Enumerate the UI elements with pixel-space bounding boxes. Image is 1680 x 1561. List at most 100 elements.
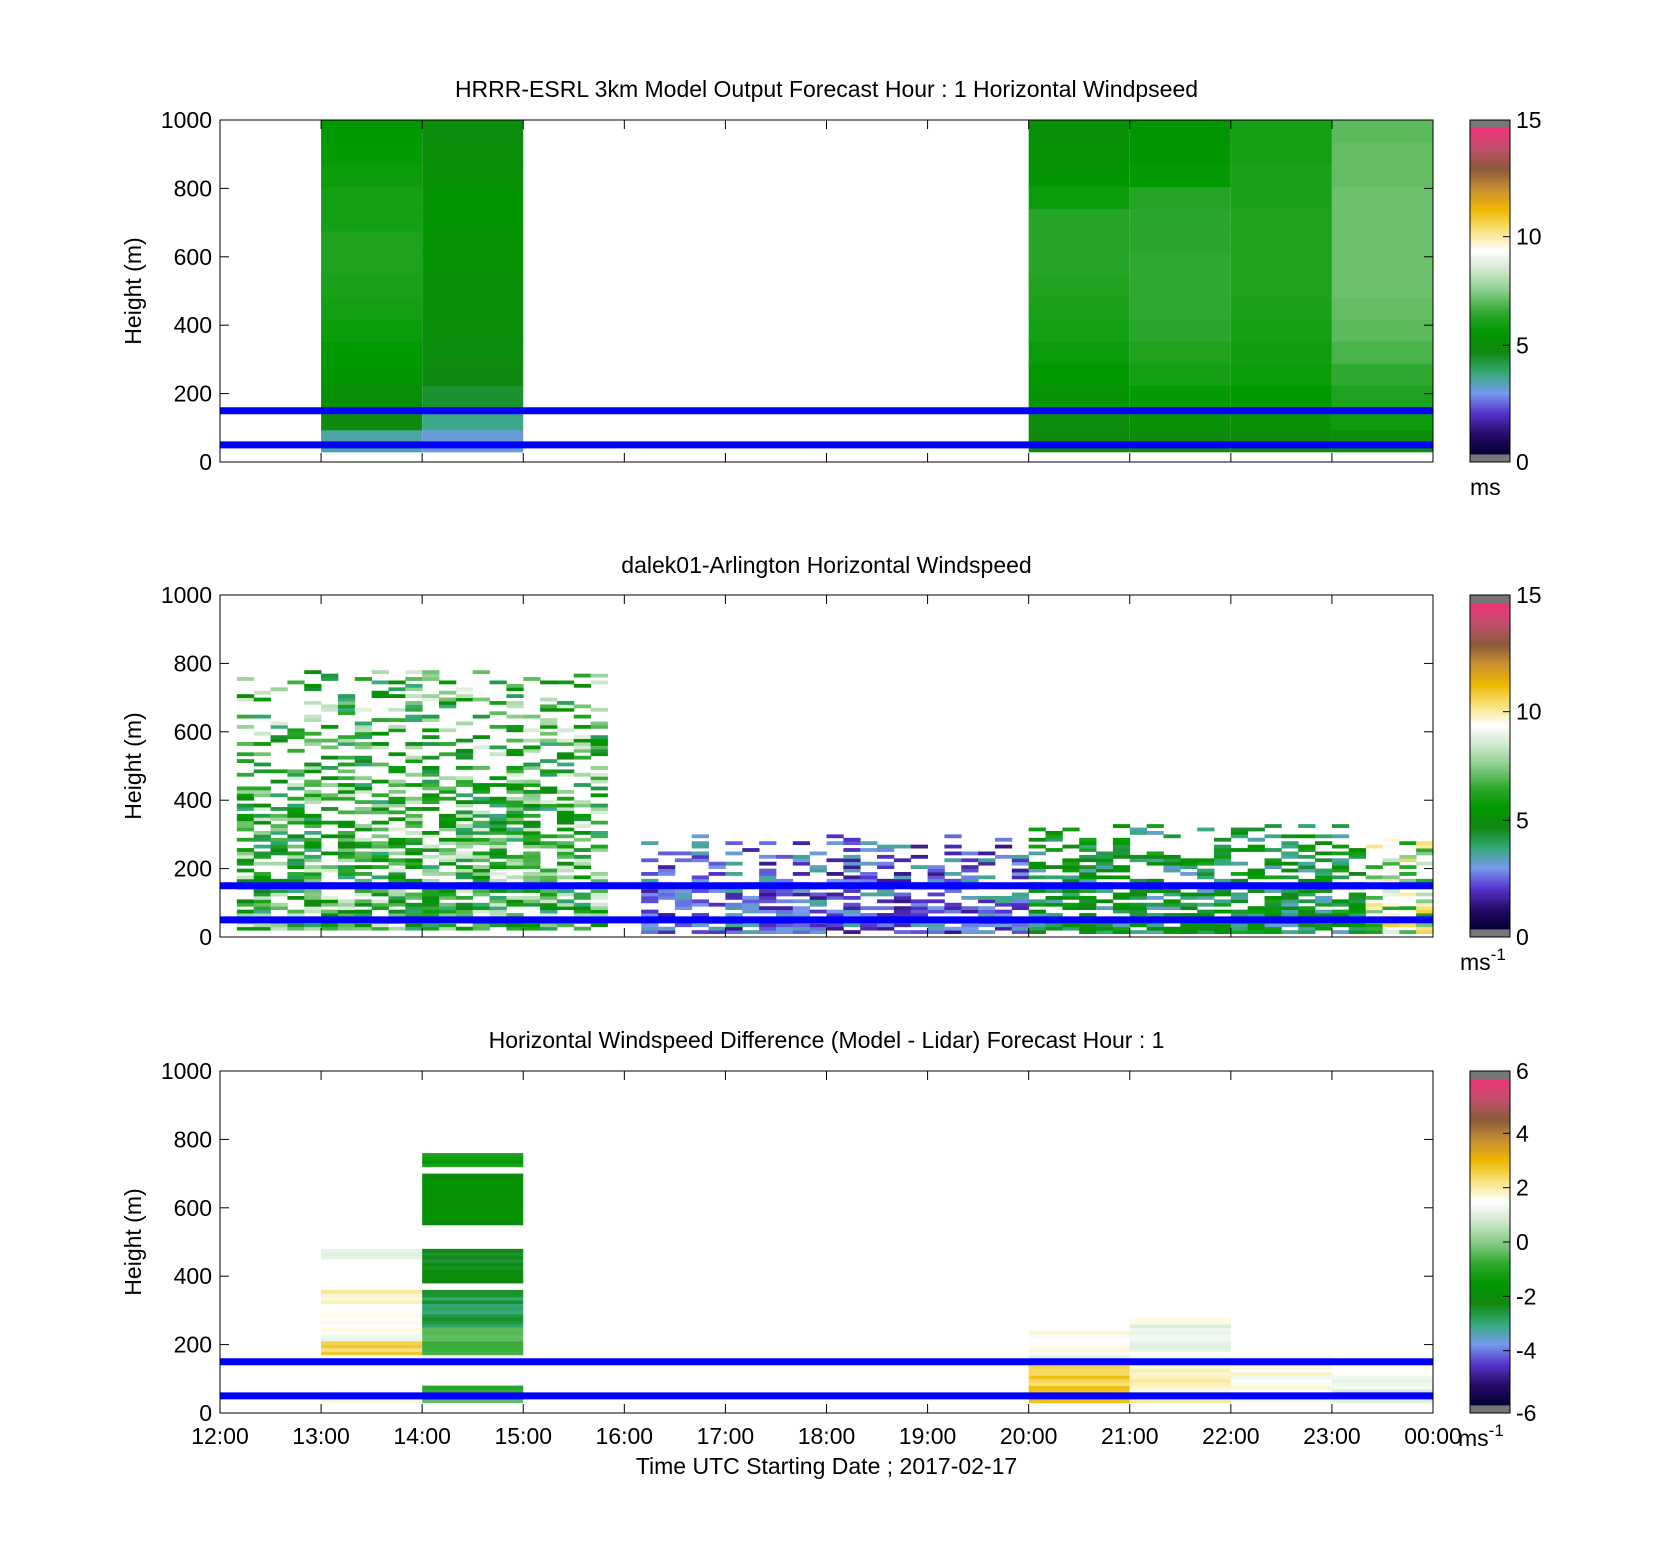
colorbar-over-swatch	[1470, 1071, 1510, 1079]
heatmap-cell	[405, 851, 423, 856]
heatmap-cell	[304, 848, 322, 852]
x-tick-label: 14:00	[393, 1423, 451, 1449]
heatmap-cell	[590, 844, 608, 849]
heatmap-cell	[674, 892, 693, 897]
heatmap-cell	[1331, 851, 1350, 856]
colorbar-segment	[1470, 909, 1510, 914]
heatmap-cell	[775, 878, 794, 883]
heatmap-cell	[422, 429, 524, 453]
heatmap-cell	[1230, 164, 1332, 187]
heatmap-cell	[354, 878, 373, 883]
heatmap-cell	[287, 810, 305, 815]
heatmap-cell	[439, 906, 457, 911]
colorbar-segment	[1470, 1399, 1510, 1403]
colorbar-segment	[1470, 155, 1510, 159]
heatmap-cell	[388, 810, 406, 815]
heatmap-cell	[422, 718, 440, 722]
heatmap-cell	[809, 865, 827, 869]
heatmap-cell	[1264, 902, 1282, 907]
heatmap-cell	[253, 762, 271, 767]
heatmap-cell	[927, 878, 945, 883]
heatmap-cell	[843, 848, 861, 852]
heatmap-cell	[1062, 923, 1080, 928]
colorbar-segment	[1470, 1366, 1510, 1371]
heatmap-cell	[455, 748, 474, 753]
heatmap-cell	[270, 687, 288, 692]
heatmap-cell	[540, 742, 558, 746]
heatmap-cell	[337, 707, 356, 712]
heatmap-cell	[388, 779, 406, 784]
y-tick-label: 800	[174, 175, 212, 201]
heatmap-cell	[472, 892, 490, 897]
heatmap-cell	[270, 813, 288, 818]
colorbar-segment	[1470, 326, 1510, 330]
heatmap-cell	[573, 906, 592, 911]
heatmap-cell	[826, 909, 844, 914]
heatmap-cell	[590, 779, 608, 784]
colorbar-segment	[1470, 790, 1510, 794]
colorbar-segment	[1470, 136, 1510, 140]
heatmap-cell	[1028, 1375, 1130, 1380]
colorbar-segment	[1470, 437, 1510, 441]
colorbar-units: ms-1	[1458, 1421, 1504, 1451]
heatmap-cell	[1399, 892, 1417, 897]
colorbar-segment	[1470, 1209, 1510, 1213]
heatmap-cell	[472, 841, 490, 846]
heatmap-cell	[1011, 872, 1030, 876]
colorbar-segment	[1470, 361, 1510, 365]
heatmap-cell	[321, 868, 339, 873]
heatmap-cell	[506, 889, 524, 893]
heatmap-cell	[1331, 363, 1433, 386]
heatmap-cell	[1348, 902, 1367, 907]
heatmap-cell	[1028, 363, 1130, 386]
heatmap-cell	[674, 899, 693, 904]
y-tick-label: 1000	[161, 1058, 212, 1084]
heatmap-cell	[253, 769, 271, 774]
heatmap-cell	[1096, 889, 1114, 893]
colorbar-segment	[1470, 1309, 1510, 1314]
colorbar-segment	[1470, 323, 1510, 327]
colorbar-segment	[1470, 885, 1510, 889]
heatmap-cell	[337, 762, 356, 767]
heatmap-cell	[1045, 865, 1063, 869]
colorbar-segment	[1470, 424, 1510, 428]
heatmap-cell	[422, 1289, 524, 1294]
colorbar-segment	[1470, 1138, 1510, 1142]
colorbar-segment	[1470, 624, 1510, 628]
heatmap-cell	[556, 762, 575, 767]
heatmap-cell	[287, 817, 305, 822]
heatmap-cell	[439, 752, 457, 757]
heatmap-cell	[321, 1324, 423, 1328]
heatmap-cell	[422, 834, 440, 839]
colorbar-segment	[1470, 209, 1510, 213]
heatmap-cell	[641, 841, 659, 846]
heatmap-cell	[354, 841, 373, 846]
heatmap-cell	[321, 385, 423, 409]
heatmap-cell	[1281, 861, 1299, 866]
heatmap-cell	[337, 875, 356, 880]
heatmap-cell	[354, 827, 373, 832]
heatmap-cell	[1331, 923, 1350, 928]
heatmap-cell	[590, 810, 608, 815]
colorbar-segment	[1470, 228, 1510, 232]
colorbar-segment	[1470, 1263, 1510, 1267]
heatmap-cell	[304, 762, 322, 767]
heatmap-cell	[540, 868, 558, 873]
heatmap-cell	[388, 796, 406, 801]
heatmap-cell	[1028, 1344, 1130, 1349]
heatmap-cell	[556, 902, 575, 907]
heatmap-cell	[321, 796, 339, 801]
heatmap-cell	[1028, 1334, 1130, 1339]
colorbar-segment	[1470, 413, 1510, 417]
heatmap-cell	[556, 868, 575, 873]
heatmap-cell	[1163, 889, 1181, 893]
heatmap-cell	[691, 854, 709, 859]
heatmap-cell	[556, 813, 575, 818]
heatmap-cell	[422, 1221, 524, 1226]
heatmap-cell	[1230, 861, 1249, 866]
colorbar-segment	[1470, 1350, 1510, 1354]
heatmap-cell	[540, 789, 558, 794]
heatmap-cell	[422, 913, 440, 917]
x-tick-label: 16:00	[596, 1423, 654, 1449]
